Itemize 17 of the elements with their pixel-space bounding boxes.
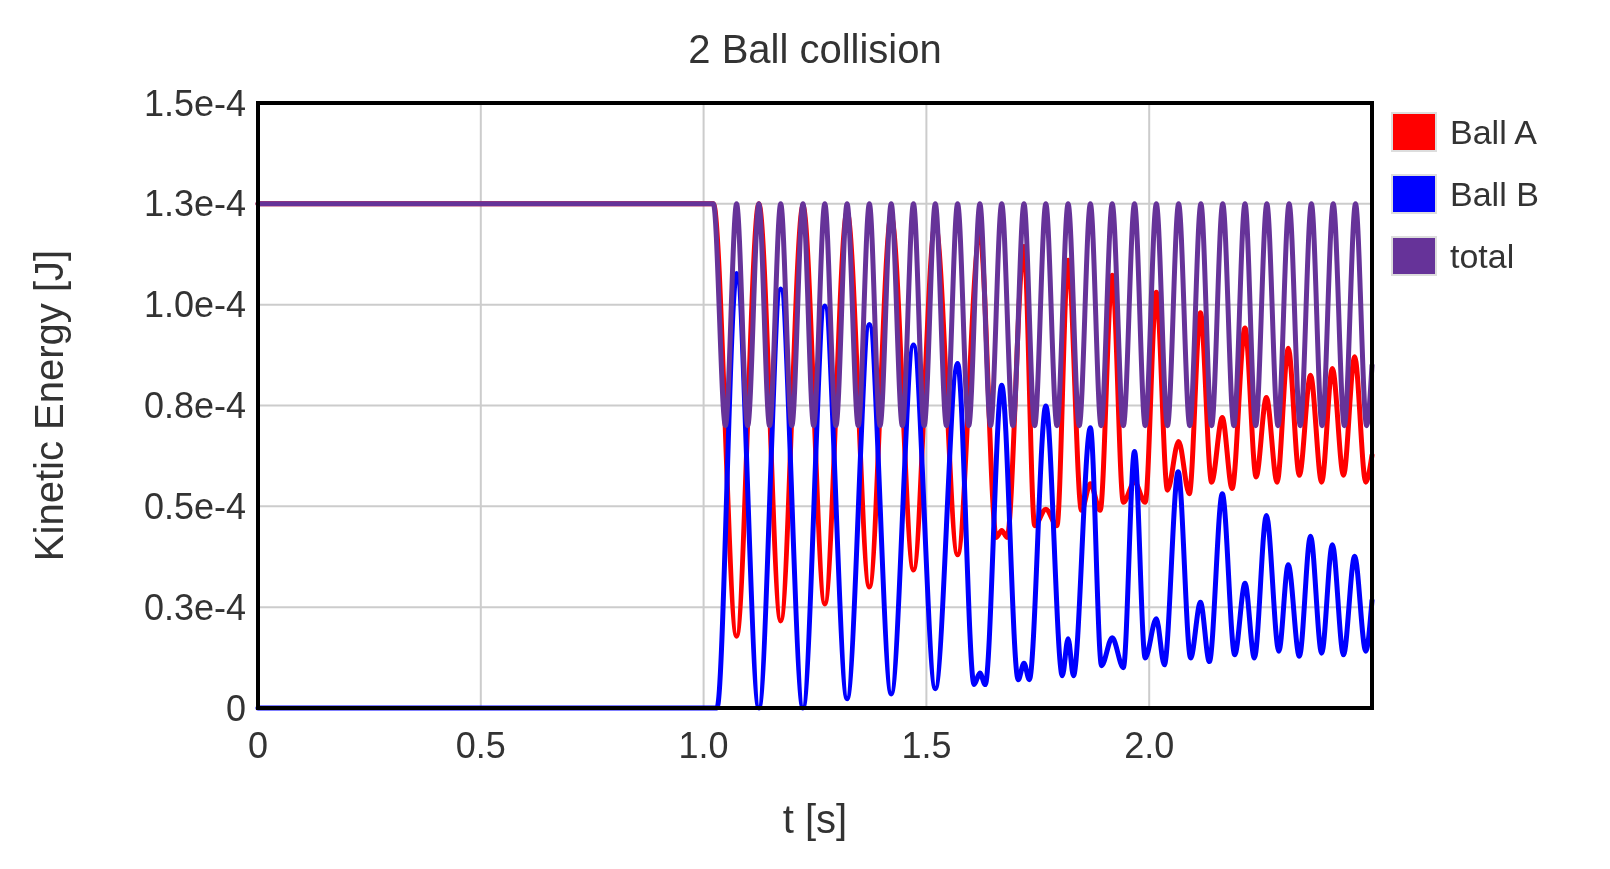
- x-tick-label: 1.5: [901, 725, 952, 766]
- legend-label: Ball A: [1450, 112, 1538, 151]
- x-tick-label: 2.0: [1124, 725, 1175, 766]
- y-axis-title: Kinetic Energy [J]: [27, 249, 71, 562]
- y-tick-label: 1.5e-4: [143, 82, 246, 124]
- legend-label: total: [1450, 236, 1515, 275]
- x-tick-label: 1.0: [678, 725, 729, 766]
- legend-label: Ball B: [1450, 174, 1539, 213]
- chart-title: 2 Ball collision: [688, 27, 942, 71]
- y-tick-label: 0.5e-4: [143, 485, 246, 527]
- y-tick-label: 1.0e-4: [143, 284, 246, 326]
- y-tick-label: 0: [225, 687, 246, 729]
- y-tick-label: 1.3e-4: [143, 183, 246, 225]
- y-tick-label: 0.8e-4: [143, 385, 246, 427]
- y-tick-label: 0.3e-4: [143, 586, 246, 628]
- x-axis-title: t [s]: [782, 797, 848, 841]
- x-tick-label: 0.5: [455, 725, 506, 766]
